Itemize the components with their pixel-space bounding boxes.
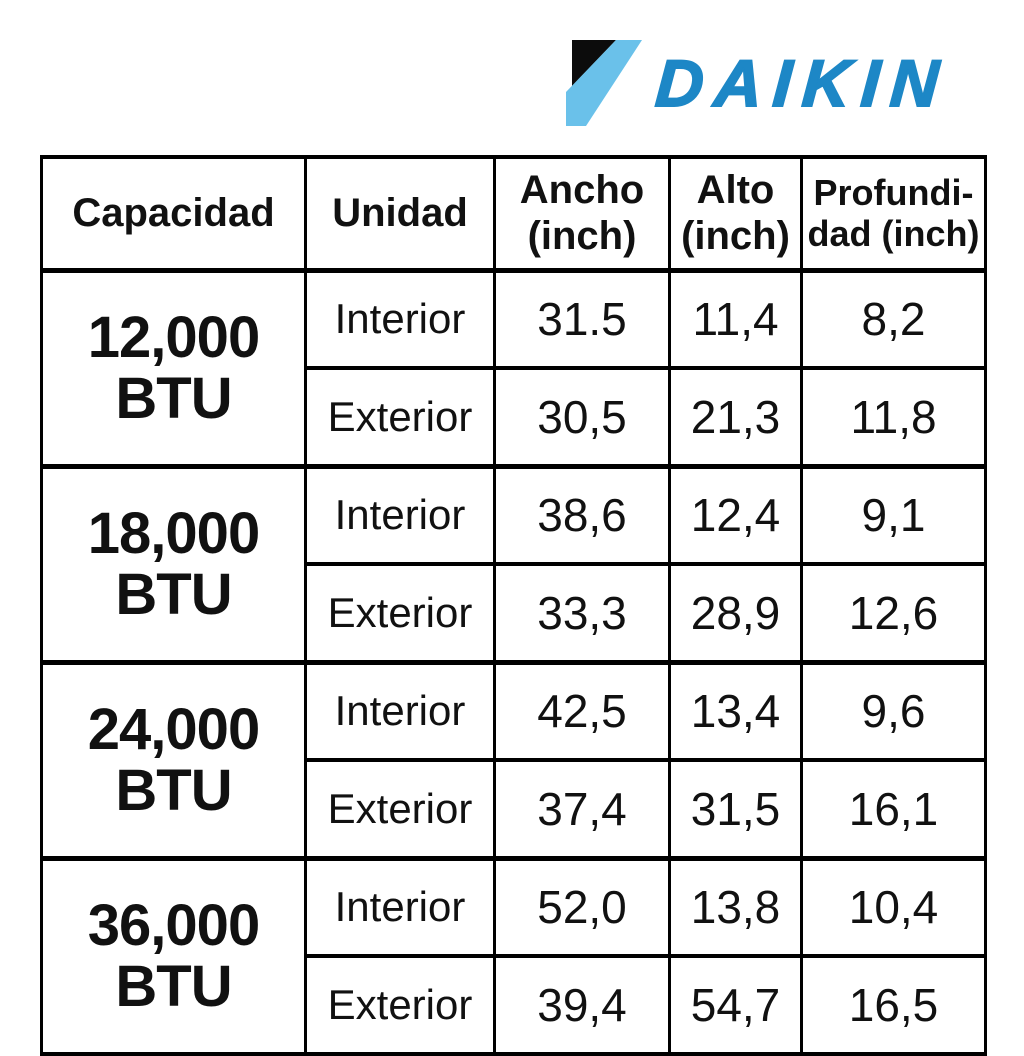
- header-ancho: Ancho (inch): [493, 155, 671, 272]
- alto-cell: 12,4: [668, 463, 803, 566]
- header-line: (inch): [681, 214, 790, 259]
- ancho-cell: 37,4: [493, 758, 671, 860]
- capacity-value: 12,000: [87, 304, 260, 370]
- alto-cell: 13,8: [668, 855, 803, 958]
- alto-cell: 11,4: [668, 267, 803, 370]
- ancho-cell: 39,4: [493, 954, 671, 1056]
- daikin-logo-mark-icon: [566, 40, 642, 126]
- header-line: Alto: [696, 168, 775, 213]
- table-header: Capacidad Unidad Ancho (inch) Alto (inch…: [40, 155, 987, 272]
- ancho-cell: 31.5: [493, 267, 671, 370]
- unidad-cell: Exterior: [304, 562, 496, 664]
- ancho-cell: 30,5: [493, 366, 671, 468]
- alto-cell: 31,5: [668, 758, 803, 860]
- daikin-wordmark: DAIKIN: [652, 45, 953, 121]
- ancho-cell: 38,6: [493, 463, 671, 566]
- table-row: Exterior 33,3 28,9 12,6: [42, 562, 987, 664]
- alto-cell: 28,9: [668, 562, 803, 664]
- profundidad-cell: 10,4: [800, 855, 987, 958]
- header-line: Profundi-: [813, 171, 974, 213]
- header-line: Ancho: [519, 168, 645, 213]
- ancho-cell: 52,0: [493, 855, 671, 958]
- profundidad-cell: 12,6: [800, 562, 987, 664]
- table-row: 18,000 BTU Interior 38,6 12,4 9,1: [40, 463, 987, 664]
- capacity-unit-label: BTU: [115, 954, 232, 1020]
- profundidad-cell: 9,6: [800, 659, 987, 762]
- header-line: Unidad: [332, 191, 468, 236]
- unidad-cell: Exterior: [304, 954, 496, 1056]
- capacity-unit-label: BTU: [115, 366, 232, 431]
- profundidad-cell: 9,1: [800, 463, 987, 566]
- ancho-cell: 33,3: [493, 562, 671, 664]
- table-row: 36,000 BTU Interior 52,0 13,8 10,4: [40, 855, 987, 1056]
- capacity-unit-label: BTU: [115, 562, 232, 627]
- alto-cell: 13,4: [668, 659, 803, 762]
- dimensions-table: Capacidad Unidad Ancho (inch) Alto (inch…: [40, 155, 987, 1056]
- header-capacidad: Capacidad: [40, 155, 307, 272]
- alto-cell: 54,7: [668, 954, 803, 1056]
- table-row: 24,000 BTU Interior 42,5 13,4 9,6: [40, 659, 987, 860]
- unidad-cell: Exterior: [304, 758, 496, 860]
- table-row: Exterior 37,4 31,5 16,1: [42, 758, 987, 860]
- capacity-cell-18000: 18,000 BTU: [40, 463, 307, 664]
- unidad-cell: Interior: [304, 463, 496, 566]
- header-line: Capacidad: [72, 191, 275, 236]
- capacity-value: 36,000: [87, 892, 260, 958]
- capacity-value: 24,000: [87, 696, 260, 762]
- capacity-cell-36000: 36,000 BTU: [40, 855, 307, 1056]
- daikin-logo: DAIKIN: [566, 40, 953, 126]
- unidad-cell: Interior: [304, 855, 496, 958]
- header-unidad: Unidad: [304, 155, 496, 272]
- capacity-value: 18,000: [87, 500, 260, 566]
- header-profundidad: Profundi- dad (inch): [800, 155, 987, 272]
- unidad-cell: Exterior: [304, 366, 496, 468]
- profundidad-cell: 16,1: [800, 758, 987, 860]
- table-row: Exterior 30,5 21,3 11,8: [42, 366, 987, 468]
- alto-cell: 21,3: [668, 366, 803, 468]
- unidad-cell: Interior: [304, 267, 496, 370]
- header-alto: Alto (inch): [668, 155, 803, 272]
- header-line: dad (inch): [807, 213, 980, 255]
- ancho-cell: 42,5: [493, 659, 671, 762]
- capacity-cell-24000: 24,000 BTU: [40, 659, 307, 860]
- profundidad-cell: 11,8: [800, 366, 987, 468]
- header-line: (inch): [527, 214, 637, 259]
- capacity-cell-12000: 12,000 BTU: [40, 267, 307, 468]
- profundidad-cell: 16,5: [800, 954, 987, 1056]
- profundidad-cell: 8,2: [800, 267, 987, 370]
- header-row: Capacidad Unidad Ancho (inch) Alto (inch…: [40, 155, 987, 272]
- capacity-unit-label: BTU: [115, 758, 232, 823]
- unidad-cell: Interior: [304, 659, 496, 762]
- table-row: 12,000 BTU Interior 31.5 11,4 8,2: [40, 267, 987, 468]
